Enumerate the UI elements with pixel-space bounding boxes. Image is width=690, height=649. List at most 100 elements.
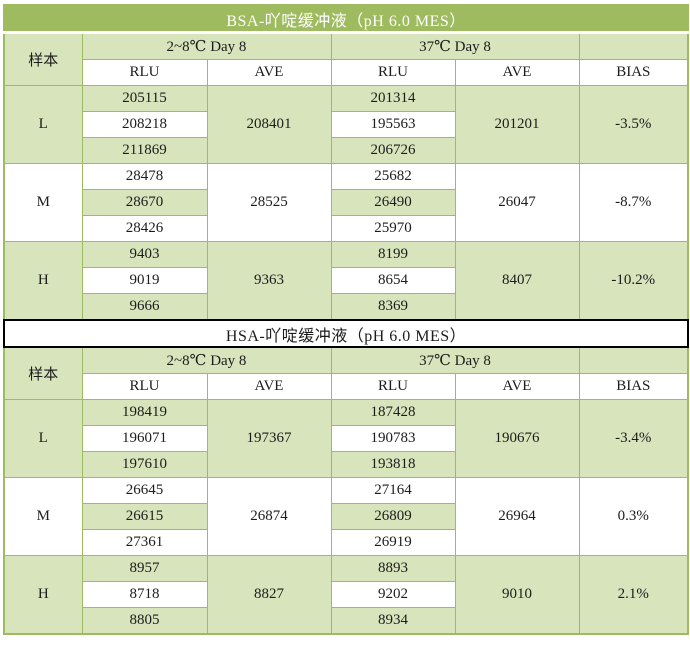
rlu-value-cell: 9666: [81, 293, 208, 321]
table-row: 8718 9202: [4, 581, 688, 608]
condition-header-row: 样本 2~8℃ Day 8 37℃ Day 8: [3, 346, 689, 400]
spacer-header-cell: [578, 32, 689, 60]
table-row: L 205115 208401 201314 201201 -3.5%: [3, 85, 689, 164]
sample-label-cell: M: [3, 163, 83, 242]
section-title: HSA-吖啶缓冲液（pH 6.0 MES）: [2, 319, 690, 348]
table-row: 8805 8934: [4, 607, 688, 635]
rlu-value-cell: 211869: [81, 137, 208, 164]
ave-header-cell: AVE: [206, 373, 332, 400]
table-row: 9019 8654: [4, 267, 688, 294]
ave-value-cell: 26964: [454, 477, 580, 556]
rlu-value-cell: 25970: [330, 215, 456, 242]
rlu-value-cell: 28426: [81, 215, 208, 242]
rlu-value-cell: 28478: [81, 163, 208, 190]
rlu-value-cell: 8805: [81, 607, 208, 635]
table-row: 9666 8369: [4, 293, 688, 321]
table-row: L 198419 197367 187428 190676 -3.4%: [3, 399, 689, 478]
ave-header-cell: AVE: [454, 59, 580, 86]
rlu-value-cell: 206726: [330, 137, 456, 164]
ave-header-cell: AVE: [454, 373, 580, 400]
rlu-value-cell: 28670: [81, 189, 208, 216]
ave-value-cell: 9010: [454, 555, 580, 635]
rlu-value-cell: 205115: [81, 85, 208, 112]
rlu-value-cell: 26645: [81, 477, 208, 504]
ave-value-cell: 9363: [206, 241, 332, 321]
ave-value-cell: 197367: [206, 399, 332, 478]
rlu-value-cell: 25682: [330, 163, 456, 190]
table-row: 208218 195563: [4, 111, 688, 138]
rlu-value-cell: 9019: [81, 267, 208, 294]
table-row: M 26645 26874 27164 26964 0.3%: [3, 477, 689, 556]
cond-left-header-cell: 2~8℃ Day 8: [81, 346, 332, 374]
bias-value-cell: 2.1%: [578, 555, 689, 635]
stability-table: BSA-吖啶缓冲液（pH 6.0 MES） 样本 2~8℃ Day 8 37℃ …: [2, 4, 690, 635]
rlu-value-cell: 197610: [81, 451, 208, 478]
ave-value-cell: 201201: [454, 85, 580, 164]
ave-value-cell: 190676: [454, 399, 580, 478]
bias-value-cell: -10.2%: [578, 241, 689, 321]
ave-value-cell: 8407: [454, 241, 580, 321]
condition-header-row: 样本 2~8℃ Day 8 37℃ Day 8: [3, 32, 689, 86]
bias-header-cell: BIAS: [578, 373, 689, 400]
rlu-header-cell: RLU: [330, 59, 456, 86]
table-row: 196071 190783: [4, 425, 688, 452]
section-title: BSA-吖啶缓冲液（pH 6.0 MES）: [3, 4, 689, 34]
rlu-value-cell: 8957: [81, 555, 208, 582]
rlu-value-cell: 8893: [330, 555, 456, 582]
bias-header-cell: BIAS: [578, 59, 689, 86]
rlu-value-cell: 9202: [330, 581, 456, 608]
ave-value-cell: 28525: [206, 163, 332, 242]
ave-value-cell: 208401: [206, 85, 332, 164]
rlu-value-cell: 26615: [81, 503, 208, 530]
table-row: 28426 25970: [4, 215, 688, 242]
bias-value-cell: -3.5%: [578, 85, 689, 164]
rlu-value-cell: 208218: [81, 111, 208, 138]
rlu-value-cell: 190783: [330, 425, 456, 452]
ave-value-cell: 8827: [206, 555, 332, 635]
table-row: 28670 26490: [4, 189, 688, 216]
rlu-value-cell: 198419: [81, 399, 208, 426]
rlu-value-cell: 195563: [330, 111, 456, 138]
rlu-header-cell: RLU: [81, 373, 208, 400]
sample-label-cell: M: [3, 477, 83, 556]
rlu-value-cell: 8199: [330, 241, 456, 268]
sample-header-cell: 样本: [3, 346, 83, 400]
measure-header-row: RLU AVE RLU AVE BIAS: [4, 373, 689, 400]
rlu-value-cell: 8718: [81, 581, 208, 608]
cond-right-header-cell: 37℃ Day 8: [330, 346, 580, 374]
rlu-value-cell: 27164: [330, 477, 456, 504]
rlu-value-cell: 8934: [330, 607, 456, 635]
table-row: H 8957 8827 8893 9010 2.1%: [3, 555, 689, 635]
rlu-value-cell: 201314: [330, 85, 456, 112]
spacer-header-cell: [578, 346, 689, 374]
rlu-value-cell: 8654: [330, 267, 456, 294]
rlu-value-cell: 26809: [330, 503, 456, 530]
rlu-header-cell: RLU: [81, 59, 208, 86]
sample-label-cell: L: [3, 85, 83, 164]
section-title-row: BSA-吖啶缓冲液（pH 6.0 MES）: [3, 4, 689, 34]
rlu-value-cell: 27361: [81, 529, 208, 556]
ave-header-cell: AVE: [206, 59, 332, 86]
bias-value-cell: -8.7%: [578, 163, 689, 242]
cond-left-header-cell: 2~8℃ Day 8: [81, 32, 332, 60]
table-row: M 28478 28525 25682 26047 -8.7%: [3, 163, 689, 242]
table-row: 27361 26919: [4, 529, 688, 556]
rlu-header-cell: RLU: [330, 373, 456, 400]
rlu-value-cell: 9403: [81, 241, 208, 268]
rlu-value-cell: 193818: [330, 451, 456, 478]
rlu-value-cell: 196071: [81, 425, 208, 452]
sample-label-cell: L: [3, 399, 83, 478]
sample-header-cell: 样本: [3, 32, 83, 86]
rlu-value-cell: 26490: [330, 189, 456, 216]
section-title-row: HSA-吖啶缓冲液（pH 6.0 MES）: [2, 319, 690, 348]
sample-label-cell: H: [3, 241, 83, 321]
rlu-value-cell: 26919: [330, 529, 456, 556]
ave-value-cell: 26874: [206, 477, 332, 556]
rlu-value-cell: 187428: [330, 399, 456, 426]
rlu-value-cell: 8369: [330, 293, 456, 321]
table-row: 197610 193818: [4, 451, 688, 478]
bias-value-cell: 0.3%: [578, 477, 689, 556]
ave-value-cell: 26047: [454, 163, 580, 242]
cond-right-header-cell: 37℃ Day 8: [330, 32, 580, 60]
